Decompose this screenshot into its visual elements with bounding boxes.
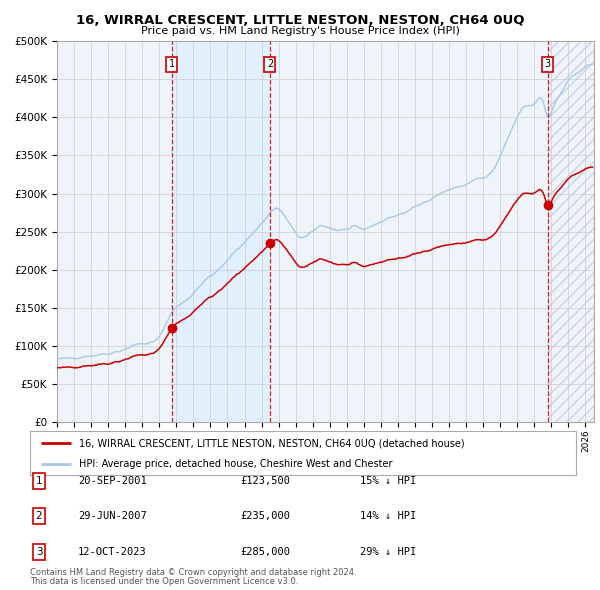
Text: £285,000: £285,000 [240,547,290,556]
Text: This data is licensed under the Open Government Licence v3.0.: This data is licensed under the Open Gov… [30,576,298,586]
Text: Contains HM Land Registry data © Crown copyright and database right 2024.: Contains HM Land Registry data © Crown c… [30,568,356,577]
Text: £235,000: £235,000 [240,512,290,521]
Text: 3: 3 [35,547,43,556]
Text: 16, WIRRAL CRESCENT, LITTLE NESTON, NESTON, CH64 0UQ: 16, WIRRAL CRESCENT, LITTLE NESTON, NEST… [76,14,524,27]
Text: £123,500: £123,500 [240,476,290,486]
Text: 29% ↓ HPI: 29% ↓ HPI [360,547,416,556]
Text: HPI: Average price, detached house, Cheshire West and Chester: HPI: Average price, detached house, Ches… [79,459,392,469]
Text: 2: 2 [35,512,43,521]
Bar [548,41,594,422]
Text: 3: 3 [545,59,551,69]
Text: 15% ↓ HPI: 15% ↓ HPI [360,476,416,486]
Bar [172,41,270,422]
Text: 16, WIRRAL CRESCENT, LITTLE NESTON, NESTON, CH64 0UQ (detached house): 16, WIRRAL CRESCENT, LITTLE NESTON, NEST… [79,438,465,448]
Text: 1: 1 [169,59,175,69]
Text: Price paid vs. HM Land Registry's House Price Index (HPI): Price paid vs. HM Land Registry's House … [140,26,460,35]
Text: 1: 1 [35,476,43,486]
Text: 12-OCT-2023: 12-OCT-2023 [78,547,147,556]
Text: 20-SEP-2001: 20-SEP-2001 [78,476,147,486]
Text: 14% ↓ HPI: 14% ↓ HPI [360,512,416,521]
Text: 29-JUN-2007: 29-JUN-2007 [78,512,147,521]
Text: 2: 2 [267,59,273,69]
